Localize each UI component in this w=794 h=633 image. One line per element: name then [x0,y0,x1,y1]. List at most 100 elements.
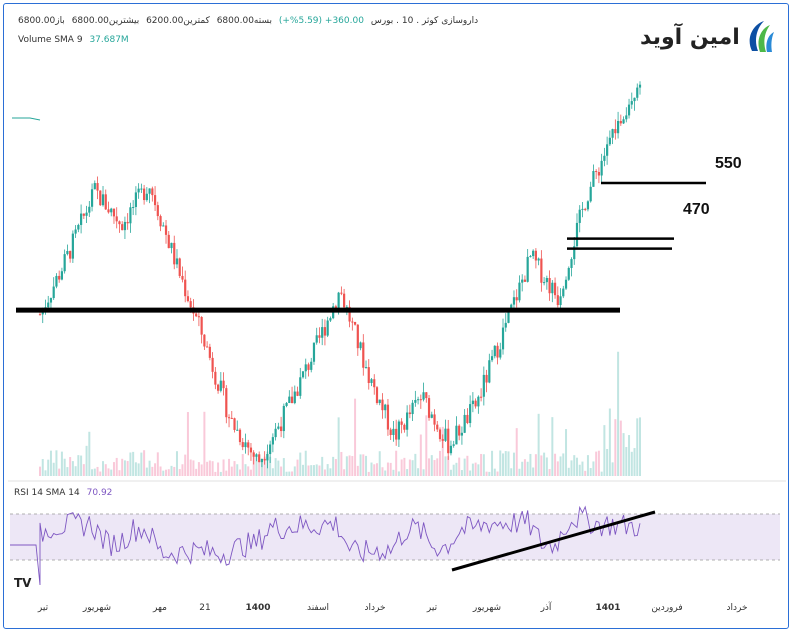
volume-bar [439,450,441,476]
candle-body [227,417,231,419]
candle-body [252,452,255,457]
volume-bar [222,459,225,476]
volume-bar [603,425,606,476]
candle-body [222,380,225,389]
candle-body [515,297,518,301]
x-tick-label: تیر [426,603,438,613]
candle-body [162,225,165,227]
candle-body [249,447,253,453]
volume-bar [151,466,154,476]
volume-bar [515,428,518,476]
volume-bar [282,458,285,476]
volume-bar [69,457,72,476]
volume-bar [302,464,305,476]
rsi-value: 70.92 [86,488,113,498]
volume-bar [260,462,263,476]
x-tick-label: شهریور [82,603,112,613]
candle-body [216,384,220,391]
volume-bar [88,431,91,476]
candle-body [589,186,592,202]
candle-body [592,171,595,187]
volume-bar [143,450,146,476]
candle-body [425,392,428,399]
tradingview-icon[interactable]: TV [14,576,32,590]
volume-bar [611,462,614,476]
level-470-label: 470 [683,201,710,218]
candle-body [559,296,562,306]
volume-bar [211,461,214,476]
volume-bar [359,454,362,476]
candle-body [427,398,431,418]
candle-body [532,250,535,257]
volume-header[interactable]: Volume SMA 9 37.687M [14,35,129,45]
rsi-header[interactable]: RSI 14 SMA 14 70.92 [14,488,112,498]
volume-bar [66,467,69,476]
volume-bar [115,457,118,476]
candle-body [178,258,181,276]
candle-body [493,345,496,357]
candle-body [96,183,99,191]
candle-body [501,327,505,350]
candle-body [627,104,631,116]
volume-bar [345,456,348,476]
volume-bar [444,456,447,476]
candle-body [597,172,601,176]
volume-bar [523,459,526,476]
candle-body [134,192,137,208]
volume-bar [395,450,398,476]
candle-body [488,360,491,383]
candle-body [523,279,527,282]
rsi-line [10,505,641,586]
candle-body [616,120,620,134]
brand-logo: امین آوید [640,18,776,56]
candle-body [263,458,266,461]
volume-bar [389,462,392,476]
volume-bar [123,460,126,476]
x-tick-label: آذر [540,603,552,613]
volume-bar [502,453,505,476]
volume-bar [430,455,433,476]
volume-bar [422,469,425,476]
volume-bar [447,456,450,476]
volume-bar [277,460,280,476]
volume-bar [244,464,247,476]
volume-bar [562,453,565,476]
candle-body [145,193,148,201]
candle-body [186,296,190,302]
candle-body [430,414,433,418]
volume-bar [148,460,151,476]
candle-body [269,444,272,455]
candle-body [447,428,450,454]
volume-bar [145,467,148,476]
candle-body [123,221,127,231]
candle-body [482,374,485,397]
candle-body [562,288,565,297]
candle-body [619,120,622,124]
candle-body [364,367,368,369]
candle-body [638,84,642,88]
candle-body [490,356,494,361]
candle-body [321,327,324,338]
volume-bar [373,464,376,476]
volume-bar [567,467,570,476]
candle-body [74,229,77,234]
candle-body [373,379,376,388]
candle-body [384,404,387,411]
candle-body [600,160,603,176]
candle-body [573,246,576,260]
candle-body [581,208,584,210]
candle-body [474,400,477,407]
volume-bar [233,461,236,476]
volume-value: 37.687M [89,35,129,45]
volume-bar [337,417,340,476]
candle-body [271,437,274,445]
volume-bar [414,453,417,476]
volume-bar [597,450,600,476]
candle-body [107,209,110,213]
candle-body [219,380,222,391]
volume-bar [441,426,444,476]
candle-body [200,316,203,335]
volume-bar [452,464,455,476]
candle-body [118,221,121,225]
